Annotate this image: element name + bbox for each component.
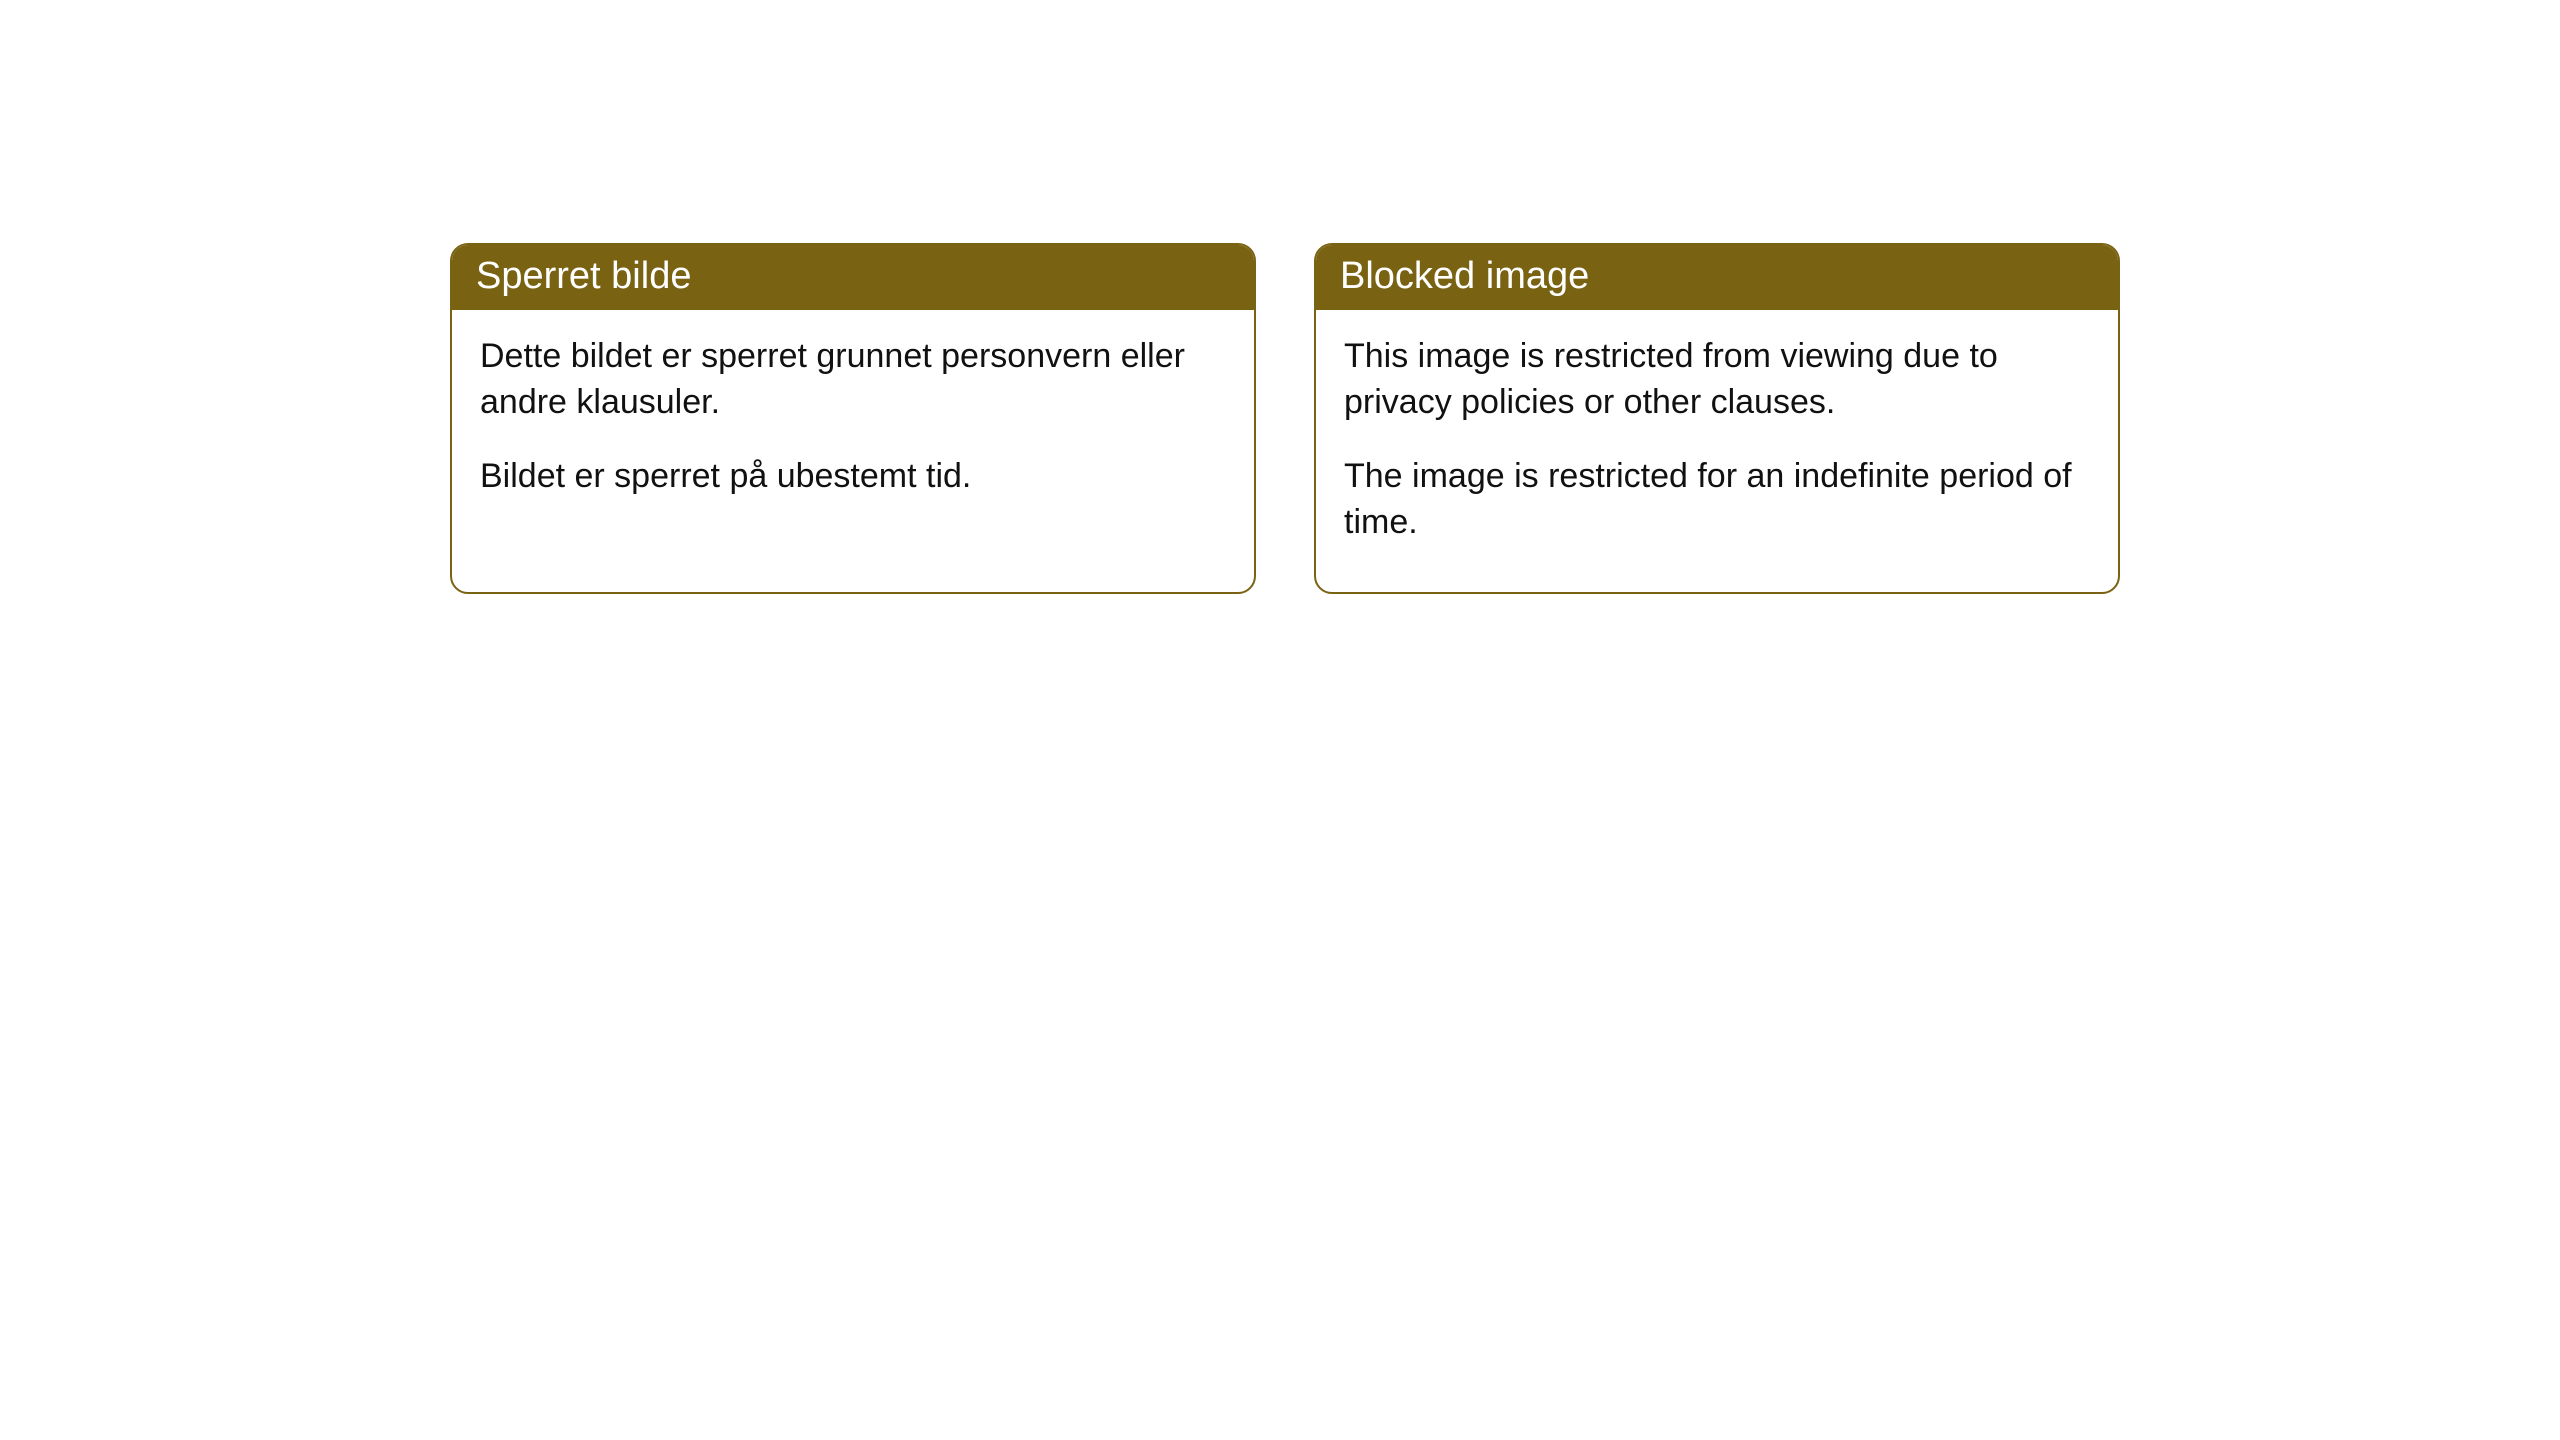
card-paragraph: Dette bildet er sperret grunnet personve…: [480, 334, 1226, 426]
notice-card-norwegian: Sperret bilde Dette bildet er sperret gr…: [450, 243, 1256, 594]
card-paragraph: The image is restricted for an indefinit…: [1344, 454, 2090, 546]
card-header: Blocked image: [1316, 245, 2118, 310]
card-title: Blocked image: [1340, 255, 1589, 297]
card-body: Dette bildet er sperret grunnet personve…: [452, 310, 1254, 546]
notice-card-english: Blocked image This image is restricted f…: [1314, 243, 2120, 594]
card-header: Sperret bilde: [452, 245, 1254, 310]
card-paragraph: Bildet er sperret på ubestemt tid.: [480, 454, 1226, 500]
card-body: This image is restricted from viewing du…: [1316, 310, 2118, 592]
card-paragraph: This image is restricted from viewing du…: [1344, 334, 2090, 426]
notice-container: Sperret bilde Dette bildet er sperret gr…: [450, 243, 2120, 594]
card-title: Sperret bilde: [476, 255, 691, 297]
